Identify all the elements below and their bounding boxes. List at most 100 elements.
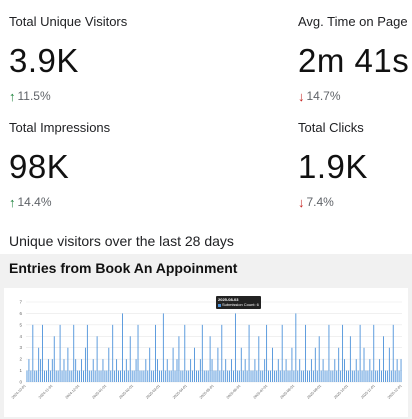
chart-bar[interactable]	[190, 359, 192, 382]
chart-bar[interactable]	[312, 370, 314, 382]
chart-bar[interactable]	[336, 370, 338, 382]
chart-bar[interactable]	[293, 370, 295, 382]
chart-bar[interactable]	[133, 370, 135, 382]
chart-bar[interactable]	[318, 336, 320, 382]
chart-bar[interactable]	[299, 359, 301, 382]
chart-bar[interactable]	[172, 347, 174, 382]
chart-bar[interactable]	[346, 370, 347, 382]
chart-bar[interactable]	[295, 313, 297, 382]
chart-bar[interactable]	[40, 359, 42, 382]
chart-bar[interactable]	[246, 370, 248, 382]
chart-bar[interactable]	[90, 370, 92, 382]
chart-bar[interactable]	[268, 370, 269, 382]
chart-bar[interactable]	[328, 324, 330, 382]
chart-bar[interactable]	[244, 359, 246, 382]
chart-bar[interactable]	[390, 370, 392, 382]
chart-bar[interactable]	[88, 370, 90, 382]
chart-bar[interactable]	[375, 370, 377, 382]
chart-bar[interactable]	[322, 359, 324, 382]
chart-bar[interactable]	[65, 370, 67, 382]
chart-bar[interactable]	[53, 336, 55, 382]
chart-bar[interactable]	[149, 347, 151, 382]
chart-bar[interactable]	[386, 370, 388, 382]
chart-bar[interactable]	[110, 370, 112, 382]
chart-bar[interactable]	[102, 359, 104, 382]
chart-bar[interactable]	[139, 370, 141, 382]
chart-bar[interactable]	[303, 370, 305, 382]
chart-bar[interactable]	[330, 370, 332, 382]
chart-bar[interactable]	[332, 370, 334, 382]
chart-bar[interactable]	[94, 370, 96, 382]
chart-bar[interactable]	[59, 324, 61, 382]
chart-bar[interactable]	[159, 370, 160, 382]
chart-bar[interactable]	[225, 359, 227, 382]
chart-bar[interactable]	[170, 370, 172, 382]
chart-bar[interactable]	[36, 370, 38, 382]
chart-bar[interactable]	[369, 359, 371, 382]
chart-bar[interactable]	[28, 359, 30, 382]
chart-bar[interactable]	[275, 370, 277, 382]
chart-bar[interactable]	[86, 324, 88, 382]
chart-bar[interactable]	[379, 359, 381, 382]
chart-bar[interactable]	[55, 370, 57, 382]
chart-bar[interactable]	[309, 370, 310, 382]
chart-bar[interactable]	[143, 370, 145, 382]
chart-bar[interactable]	[34, 370, 36, 382]
chart-bar[interactable]	[201, 324, 203, 382]
chart-bar[interactable]	[385, 370, 386, 382]
chart-bar[interactable]	[207, 370, 209, 382]
chart-bar[interactable]	[127, 370, 129, 382]
chart-bar[interactable]	[392, 324, 394, 382]
chart-bar[interactable]	[104, 370, 106, 382]
chart-bar[interactable]	[227, 370, 229, 382]
chart-bar[interactable]	[182, 370, 184, 382]
chart-bar[interactable]	[205, 370, 207, 382]
chart-bar[interactable]	[44, 370, 45, 382]
chart-bar[interactable]	[63, 359, 65, 382]
chart-bar[interactable]	[347, 370, 349, 382]
chart-bar[interactable]	[394, 370, 396, 382]
chart-bar[interactable]	[236, 370, 238, 382]
chart-bar[interactable]	[211, 359, 213, 382]
chart-bar[interactable]	[217, 347, 219, 382]
chart-bar[interactable]	[371, 370, 373, 382]
chart-bar[interactable]	[377, 370, 379, 382]
chart-bar[interactable]	[160, 370, 162, 382]
chart-bar[interactable]	[106, 370, 108, 382]
chart-bar[interactable]	[164, 370, 166, 382]
chart-bar[interactable]	[361, 370, 363, 382]
chart-bar[interactable]	[266, 324, 268, 382]
chart-bar[interactable]	[155, 324, 156, 382]
chart-bar[interactable]	[71, 370, 73, 382]
chart-bar[interactable]	[75, 359, 77, 382]
chart-bar[interactable]	[256, 370, 258, 382]
chart-bar[interactable]	[180, 370, 182, 382]
chart-bar[interactable]	[334, 359, 336, 382]
chart-bar[interactable]	[46, 370, 47, 382]
chart-bar[interactable]	[264, 359, 266, 382]
chart-bar[interactable]	[223, 370, 225, 382]
chart-bar[interactable]	[77, 370, 79, 382]
chart-bar[interactable]	[174, 370, 176, 382]
chart-bar[interactable]	[363, 347, 365, 382]
chart-bar[interactable]	[26, 370, 28, 382]
chart-bar[interactable]	[96, 336, 98, 382]
chart-bar[interactable]	[122, 313, 123, 382]
chart-bar[interactable]	[116, 359, 118, 382]
chart-bar[interactable]	[120, 370, 121, 382]
chart-bar[interactable]	[273, 370, 275, 382]
chart-bar[interactable]	[192, 370, 194, 382]
chart-bar[interactable]	[162, 313, 164, 382]
chart-bar[interactable]	[281, 324, 283, 382]
chart-bar[interactable]	[400, 359, 402, 382]
chart-bar[interactable]	[221, 324, 223, 382]
chart-bar[interactable]	[32, 324, 34, 382]
chart-bar[interactable]	[242, 370, 244, 382]
chart-bar[interactable]	[388, 347, 390, 382]
chart-bar[interactable]	[367, 370, 369, 382]
chart-bar[interactable]	[357, 370, 359, 382]
chart-bar[interactable]	[215, 370, 217, 382]
chart-bar[interactable]	[186, 370, 188, 382]
chart-bar[interactable]	[258, 336, 260, 382]
chart-bar[interactable]	[129, 336, 131, 382]
